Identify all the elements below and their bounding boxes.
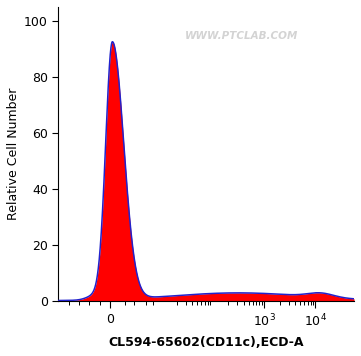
Y-axis label: Relative Cell Number: Relative Cell Number <box>7 88 20 220</box>
Text: WWW.PTCLAB.COM: WWW.PTCLAB.COM <box>185 31 299 41</box>
X-axis label: CL594-65602(CD11c),ECD-A: CL594-65602(CD11c),ECD-A <box>108 336 304 349</box>
